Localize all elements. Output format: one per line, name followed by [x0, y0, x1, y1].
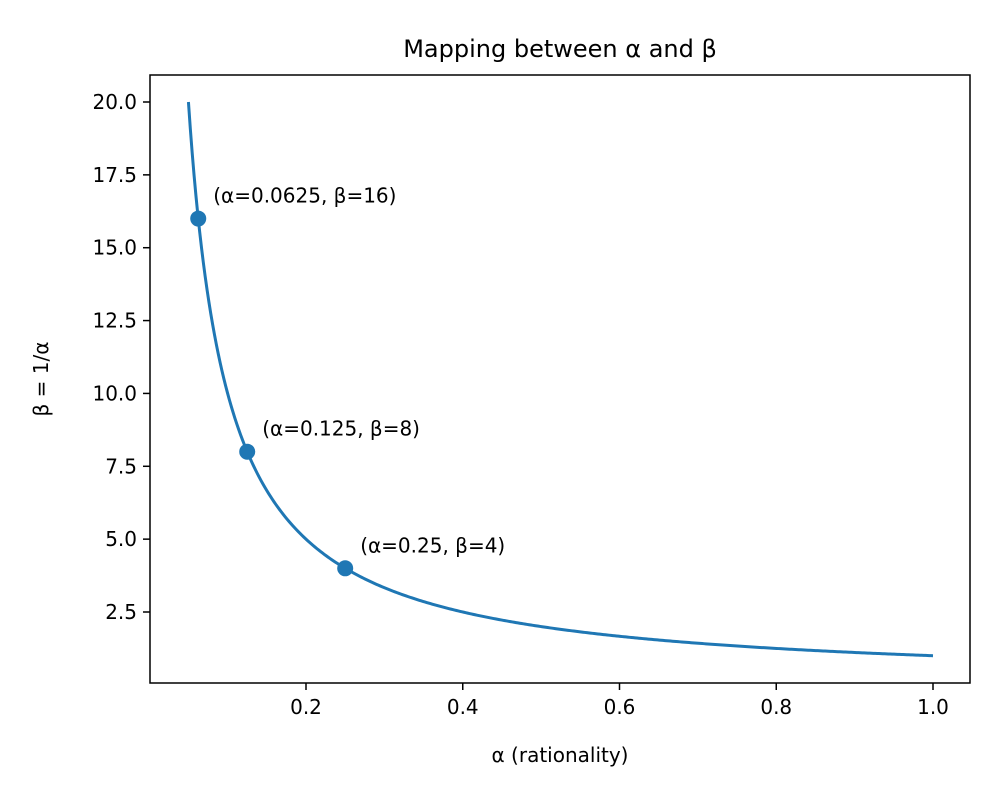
series-line — [186, 101, 934, 658]
y-tick-label: 7.5 — [105, 454, 137, 478]
data-point — [190, 210, 207, 227]
y-tick-label: 15.0 — [92, 236, 137, 260]
data-point — [239, 443, 256, 460]
data-point — [337, 560, 354, 577]
y-tick-label: 12.5 — [92, 309, 137, 333]
y-axis: 2.5 5.0 7.5 10.0 12.5 15.0 17.5 20.0 — [92, 90, 150, 624]
y-tick-label: 5.0 — [105, 527, 137, 551]
plot-frame — [149, 74, 971, 684]
chart-title: Mapping between α and β — [403, 35, 717, 63]
x-axis-label: α (rationality) — [492, 743, 629, 767]
y-tick-label: 20.0 — [92, 90, 137, 114]
x-tick-label: 0.8 — [760, 695, 792, 719]
y-tick-label: 2.5 — [105, 600, 137, 624]
point-annotation: (α=0.125, β=8) — [262, 417, 420, 441]
x-tick-label: 0.6 — [604, 695, 636, 719]
x-tick-label: 0.2 — [290, 695, 322, 719]
plot-area: (α=0.0625, β=16) (α=0.125, β=8) (α=0.25, β… — [186, 101, 934, 658]
point-annotation: (α=0.0625, β=16) — [213, 184, 396, 208]
y-axis-label: β = 1/α — [29, 342, 53, 417]
y-tick-label: 10.0 — [92, 381, 137, 405]
point-annotation: (α=0.25, β=4) — [360, 533, 505, 557]
x-tick-label: 0.4 — [447, 695, 479, 719]
x-tick-label: 1.0 — [917, 695, 949, 719]
y-tick-label: 17.5 — [92, 163, 137, 187]
x-axis: 0.2 0.4 0.6 0.8 1.0 — [290, 683, 949, 719]
